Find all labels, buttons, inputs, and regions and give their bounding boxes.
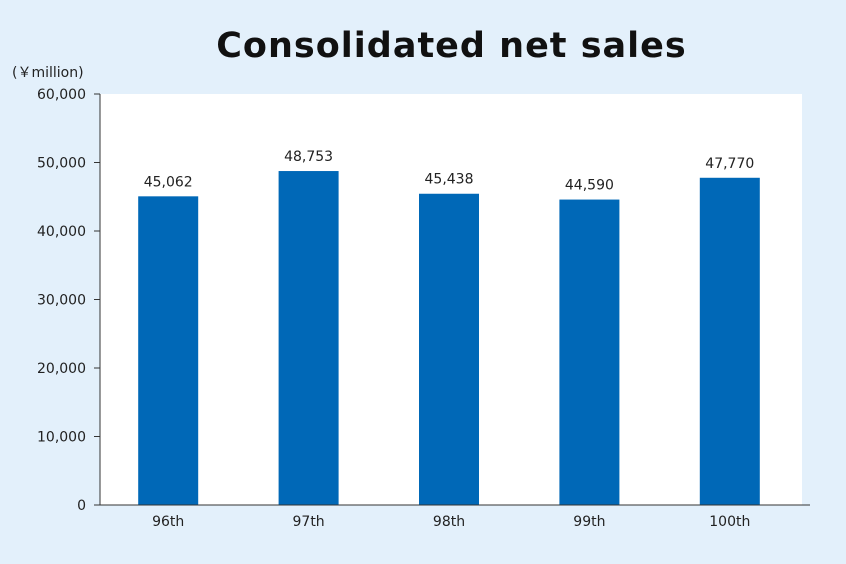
bar	[138, 196, 199, 505]
x-tick-label: 98th	[433, 514, 465, 530]
bar	[699, 177, 760, 505]
y-tick-label: 0	[77, 498, 86, 514]
y-axis: 0 10,000 20,000 30,000 40,000 50,000 60,000	[37, 87, 101, 514]
bar	[278, 171, 339, 506]
y-tick-label: 10,000	[37, 430, 86, 446]
bar-value-label: 48,753	[284, 149, 333, 165]
bars-group	[138, 171, 760, 506]
y-tick-label: 30,000	[37, 293, 86, 309]
data-labels-group: 45,062 48,753 45,438 44,590 47,770	[144, 149, 755, 194]
x-tick-label: 97th	[293, 514, 325, 530]
bar-value-label: 44,590	[565, 178, 614, 194]
bar	[559, 199, 620, 505]
y-axis-unit-label: (￥million)	[12, 65, 84, 81]
y-tick-label: 40,000	[37, 224, 86, 240]
x-tick-label: 100th	[709, 514, 750, 530]
y-tick-label: 20,000	[37, 361, 86, 377]
bar-value-label: 47,770	[705, 156, 754, 172]
bar-value-label: 45,062	[144, 174, 193, 190]
x-tick-label: 99th	[573, 514, 605, 530]
y-tick-label: 60,000	[37, 87, 86, 103]
chart-title: Consolidated net sales	[216, 26, 687, 66]
x-tick-label: 96th	[152, 514, 184, 530]
x-axis: 96th 97th 98th 99th 100th	[100, 504, 810, 530]
bar-value-label: 45,438	[425, 172, 474, 188]
y-tick-label: 50,000	[37, 156, 86, 172]
bar	[419, 193, 479, 505]
